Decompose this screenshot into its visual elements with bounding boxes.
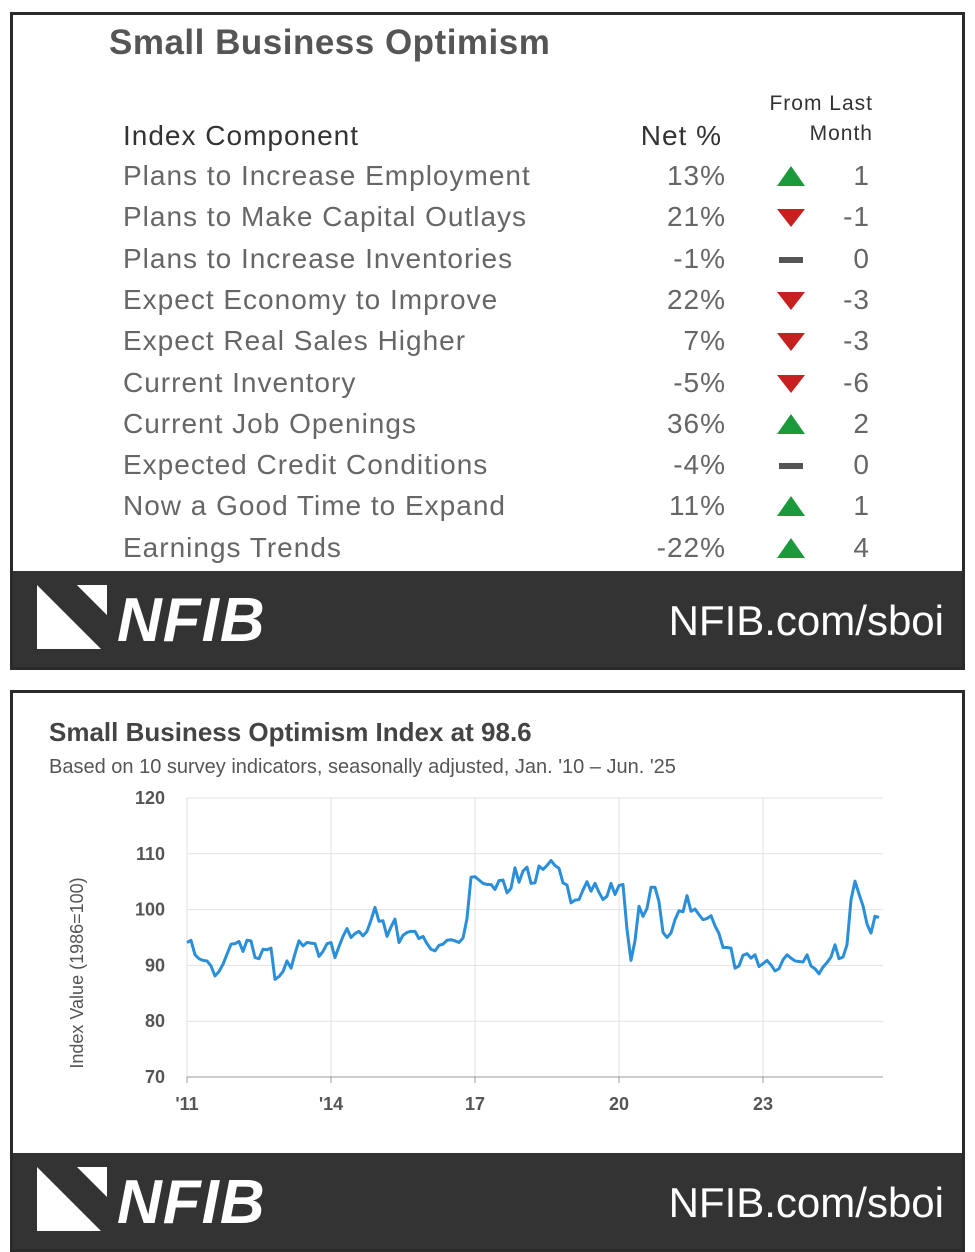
change-arrow <box>777 496 805 517</box>
net-percent: 36% <box>666 407 726 439</box>
component: Expect Real Sales Higher <box>123 325 467 357</box>
arrow-shape <box>777 209 805 228</box>
change-arrow <box>777 166 805 186</box>
y-tick-label: 120 <box>135 788 165 808</box>
url: NFIB.com/sboi <box>668 1179 944 1226</box>
component: Current Job Openings <box>123 407 417 439</box>
change-arrow <box>777 537 805 558</box>
chart: Small Business Optimism Index at 98.6 Ba… <box>49 717 883 1114</box>
change-arrow <box>779 256 803 263</box>
arrow-shape <box>777 333 805 352</box>
x-tick-label: 20 <box>609 1094 629 1114</box>
change-arrow <box>779 463 803 470</box>
change-arrow <box>777 333 805 352</box>
x-tick-label: 23 <box>753 1094 773 1114</box>
change: 0 <box>853 449 870 481</box>
component: Expected Credit Conditions <box>123 449 489 481</box>
chart-subtitle: Based on 10 survey indicators, seasonall… <box>49 756 676 778</box>
chart-panel: Small Business Optimism Index at 98.6 Ba… <box>10 690 965 1252</box>
logo-text: NFIB <box>117 1168 266 1237</box>
arrow-shape <box>777 537 805 558</box>
y-tick-label: 70 <box>145 1067 165 1087</box>
net-percent: 11% <box>669 490 726 522</box>
change: 1 <box>853 160 870 191</box>
component: Plans to Increase Employment <box>123 160 531 191</box>
y-tick-label: 100 <box>135 900 165 920</box>
line <box>186 859 880 981</box>
arrow-shape <box>777 374 805 393</box>
net-percent: 22% <box>666 283 726 315</box>
logo-text: NFIB <box>117 586 266 655</box>
component: Expect Economy to Improve <box>123 283 499 315</box>
net-percent: 13% <box>666 160 726 191</box>
change: 2 <box>853 407 870 439</box>
url: NFIB.com/sboi <box>668 597 944 644</box>
footer: NFIB NFIB.com/sboi <box>13 1153 962 1249</box>
change: -3 <box>843 283 870 315</box>
table-title: Small Business Optimism <box>109 23 551 62</box>
logo-icon <box>37 585 107 649</box>
change: -6 <box>843 366 870 398</box>
component: Earnings Trends <box>123 531 342 563</box>
net-percent: 21% <box>666 201 726 233</box>
change: 4 <box>853 531 870 563</box>
arrow-shape <box>779 256 803 263</box>
net-percent: -5% <box>673 366 726 398</box>
component: Current Inventory <box>123 366 357 398</box>
y-tick-label: 80 <box>145 1011 165 1031</box>
change: 1 <box>853 490 870 522</box>
column-header: Net % <box>640 120 722 151</box>
net-percent: -1% <box>673 242 726 274</box>
component: Plans to Make Capital Outlays <box>123 201 528 233</box>
arrow-shape <box>777 496 805 517</box>
arrow-shape <box>779 463 803 470</box>
arrow-shape <box>777 291 805 310</box>
net-percent: -4% <box>673 449 726 481</box>
arrow-shape <box>777 166 805 186</box>
change: -3 <box>843 325 870 357</box>
table-panel: Small Business Optimism Index Component N… <box>10 12 965 670</box>
change-arrow <box>777 413 805 434</box>
x-tick-label: '14 <box>319 1094 343 1114</box>
change: -1 <box>843 201 870 233</box>
column-header: From Last Month <box>769 92 873 145</box>
y-axis-label: Index Value (1986=100) <box>67 877 87 1068</box>
net-percent: -22% <box>656 531 726 563</box>
x-tick-label: '11 <box>175 1094 198 1114</box>
x-tick-label: 17 <box>465 1094 485 1114</box>
logo-icon <box>37 1167 107 1231</box>
change-arrow <box>777 374 805 393</box>
change: 0 <box>853 242 870 274</box>
change-arrow <box>777 291 805 310</box>
y-tick-label: 110 <box>136 844 165 864</box>
chart-title: Small Business Optimism Index at 98.6 <box>49 717 532 747</box>
column-header: Index Component <box>123 120 360 151</box>
y-tick-label: 90 <box>145 955 165 975</box>
footer: NFIB NFIB.com/sboi <box>13 571 962 667</box>
net-percent: 7% <box>683 325 726 357</box>
component: Plans to Increase Inventories <box>123 242 514 274</box>
change-arrow <box>777 209 805 228</box>
component: Now a Good Time to Expand <box>123 490 506 522</box>
arrow-shape <box>777 413 805 434</box>
